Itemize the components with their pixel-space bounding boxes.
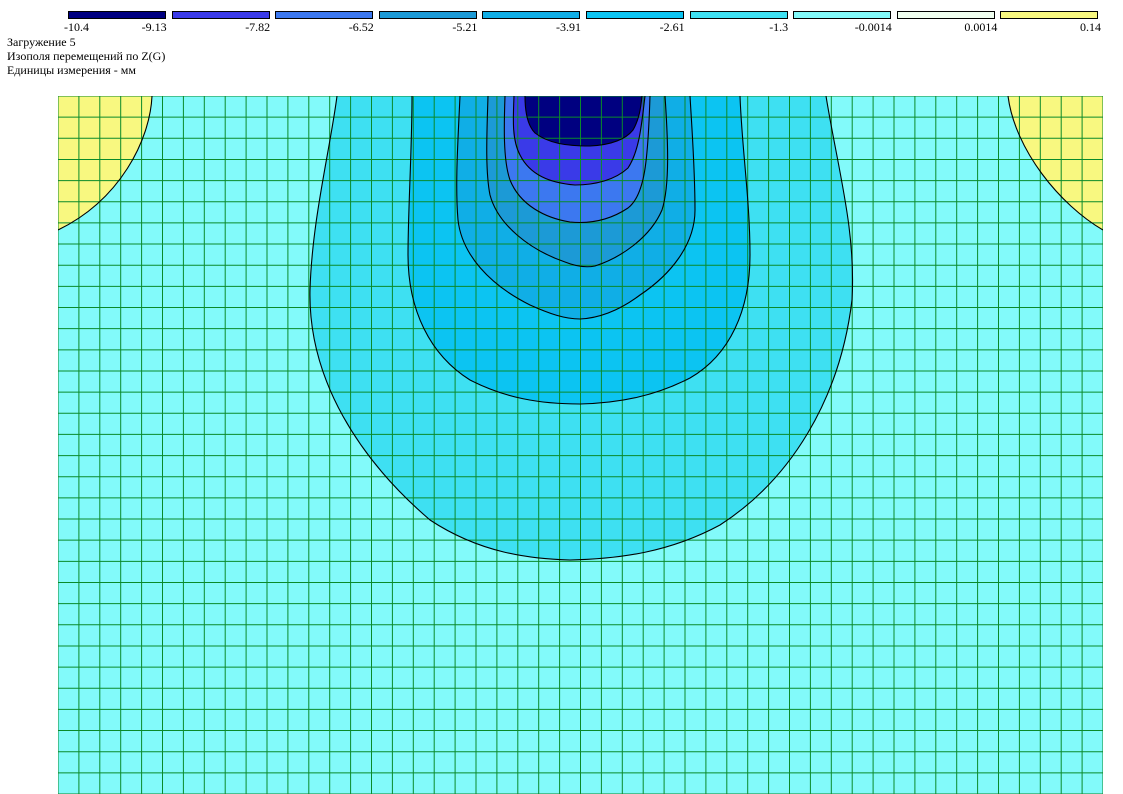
legend-swatch-3	[275, 11, 374, 19]
legend-swatch-7	[689, 11, 788, 19]
legend-tick-label: -7.82	[245, 20, 271, 34]
load-case-label: Загружение 5	[7, 35, 76, 49]
legend-swatch-6	[586, 11, 684, 19]
legend-tick-label: -2.61	[659, 20, 685, 34]
isozone-level-1	[525, 96, 642, 146]
legend-swatch-1	[68, 11, 166, 19]
legend-swatch-4	[378, 11, 477, 19]
legend-tick-label: 0.0014	[964, 20, 998, 34]
isoline-level-5	[456, 96, 696, 320]
isoline-level-3	[503, 96, 651, 224]
legend-swatch-10	[1000, 11, 1099, 19]
isoline-right-positive	[1007, 96, 1103, 231]
isoline-left-positive	[58, 96, 153, 231]
isozone-positive-left	[58, 96, 152, 230]
field-title: Изополя перемещений по Z(G)	[7, 49, 166, 63]
isolines	[58, 96, 1103, 561]
legend-swatch-8	[793, 11, 892, 19]
legend-tick-label: 0.14	[1080, 20, 1101, 34]
fe-mesh-grid	[58, 96, 1103, 794]
isoline-level-1	[524, 96, 643, 147]
isoline-level-4	[486, 96, 669, 268]
legend-tick-label: -3.91	[556, 20, 581, 34]
legend-tick-label: -10.4	[64, 20, 89, 34]
legend-tick-label: -5.21	[452, 20, 478, 34]
legend-tick-label: -1.3	[769, 20, 789, 34]
legend-tick-label: -9.13	[141, 20, 167, 34]
units-label: Единицы измерения - мм	[7, 63, 136, 77]
legend-swatch-9	[896, 11, 995, 19]
color-legend: -10.4 -9.13 -7.82 -6.52 -5.21 -3.91 -2.61 -1.3 -…	[0, 0, 1123, 40]
legend-swatch-5	[482, 11, 581, 19]
isoline-level-7	[309, 96, 854, 561]
legend-swatch-2	[171, 11, 270, 19]
legend-tick-label: -0.0014	[854, 20, 892, 34]
isoline-level-6	[407, 96, 751, 405]
isoline-level-2	[512, 96, 646, 186]
info-block: Загружение 5 Изополя перемещений по Z(G)…	[7, 35, 165, 77]
legend-tick-label: -6.52	[348, 20, 374, 34]
isozone-positive-right	[1008, 96, 1103, 230]
